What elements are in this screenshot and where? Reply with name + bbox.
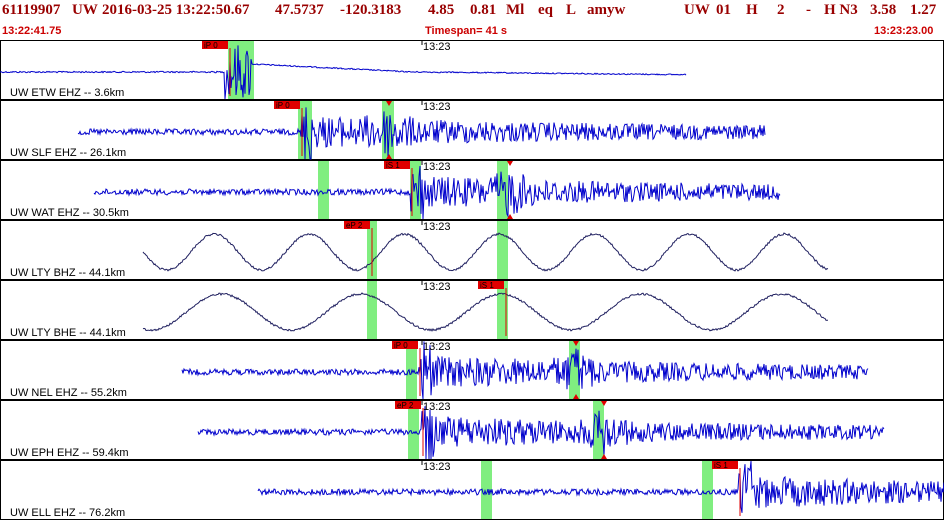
event-magnitude: 0.81	[470, 2, 497, 18]
station-label: UW EPH EHZ -- 59.4km	[10, 447, 129, 459]
time-tick-label: 13:23	[423, 401, 451, 413]
station-label: UW LTY BHE -- 44.1km	[10, 327, 126, 339]
event-network: UW	[72, 2, 98, 18]
station-label: UW ETW EHZ -- 3.6km	[10, 87, 124, 99]
start-time: 13:22:41.75	[2, 25, 62, 37]
time-tick-label: 13:23	[423, 341, 451, 353]
event-flag: L	[566, 2, 577, 18]
pick-marker-top[interactable]	[386, 101, 392, 106]
time-tick-label: 13:23	[423, 101, 451, 113]
event-hn3: H N3	[824, 2, 858, 18]
time-tick-label: 13:23	[423, 41, 451, 53]
pick-label: eP 2	[346, 221, 363, 230]
pick-window	[569, 340, 580, 400]
pick-label: iS 1	[714, 461, 728, 470]
event-lat: 47.5737	[275, 2, 324, 18]
seismogram-panels: iP 0 13:23 UW ETW EHZ -- 3.6km iP 0 13:23 UW …	[0, 40, 944, 520]
pick-window	[497, 280, 508, 340]
time-tick-label: 13:23	[423, 461, 451, 473]
event-type: eq	[538, 2, 553, 18]
seismogram-panel[interactable]: eP 2 13:23 UW EPH EHZ -- 59.4km	[0, 400, 944, 460]
pick-label-bg[interactable]	[344, 221, 370, 229]
pick-label: iS 1	[386, 161, 400, 170]
pick-window	[481, 460, 492, 520]
event-author: amyw	[587, 2, 626, 18]
pick-label-bg[interactable]	[392, 341, 418, 349]
event-dash: -	[806, 2, 811, 18]
seismogram-canvas[interactable]: iP 0 13:23 UW ETW EHZ -- 3.6km iP 0 13:23 UW …	[0, 40, 944, 520]
seismogram-panel[interactable]: iP 0 13:23 UW SLF EHZ -- 26.1km	[0, 100, 944, 160]
seismogram-panel[interactable]: iS 1 13:23 UW LTY BHE -- 44.1km	[0, 280, 944, 340]
panel-border	[0, 220, 944, 280]
seismogram-panel[interactable]: iP 0 13:23 UW ETW EHZ -- 3.6km	[0, 40, 944, 100]
panel-border	[0, 280, 944, 340]
event-h: H	[746, 2, 758, 18]
event-datetime: 2016-03-25 13:22:50.67	[102, 2, 250, 18]
event-v2: 1.27	[910, 2, 937, 18]
pick-marker-top[interactable]	[573, 341, 579, 346]
waveform-trace	[142, 232, 829, 272]
station-label: UW LTY BHZ -- 44.1km	[10, 267, 125, 279]
timespan: Timespan= 41 s	[425, 25, 508, 37]
waveform-trace	[93, 165, 781, 220]
pick-marker-bottom[interactable]	[573, 394, 579, 399]
panel-border	[0, 400, 944, 460]
event-net2: UW	[684, 2, 710, 18]
pick-window	[410, 160, 421, 220]
time-tick-label: 13:23	[423, 161, 451, 173]
seismogram-panel[interactable]: iS 1 13:23 UW WAT EHZ -- 30.5km	[0, 160, 944, 220]
pick-window	[497, 220, 508, 280]
pick-window	[367, 280, 377, 340]
panel-border	[0, 100, 944, 160]
waveform-trace	[181, 341, 869, 400]
event-id: 61119907	[2, 2, 61, 18]
pick-label-bg[interactable]	[202, 41, 228, 49]
station-label: UW SLF EHZ -- 26.1km	[10, 147, 126, 159]
waveform-trace	[0, 45, 687, 100]
pick-label: iS 1	[480, 281, 494, 290]
pick-window	[702, 460, 713, 520]
pick-label: iP 0	[204, 41, 218, 50]
pick-marker-top[interactable]	[601, 401, 607, 406]
event-header: 61119907 UW 2016-03-25 13:22:50.67 47.57…	[0, 0, 944, 24]
pick-label-bg[interactable]	[395, 401, 421, 409]
seismogram-panel[interactable]: iP 0 13:23 UW NEL EHZ -- 55.2km	[0, 340, 944, 400]
event-num: 2	[777, 2, 785, 18]
waveform-trace	[197, 406, 885, 460]
pick-label-bg[interactable]	[712, 461, 738, 469]
station-label: UW NEL EHZ -- 55.2km	[10, 387, 127, 399]
waveform-trace	[142, 292, 829, 332]
pick-label: eP 2	[397, 401, 414, 410]
pick-label: iP 0	[276, 101, 290, 110]
event-mag-type: Ml	[506, 2, 525, 18]
time-tick-label: 13:23	[423, 221, 451, 233]
pick-marker-bottom[interactable]	[386, 154, 392, 159]
pick-marker-bottom[interactable]	[507, 214, 513, 219]
time-tick-label: 13:23	[423, 281, 451, 293]
pick-window	[318, 160, 329, 220]
time-axis-header: 13:22:41.75 Timespan= 41 s 13:23:23.00	[0, 25, 944, 39]
pick-window	[408, 400, 419, 460]
event-v1: 3.58	[870, 2, 897, 18]
seismogram-panel[interactable]: eP 2 13:23 UW LTY BHZ -- 44.1km	[0, 220, 944, 280]
station-label: UW WAT EHZ -- 30.5km	[10, 207, 129, 219]
end-time: 13:23:23.00	[874, 25, 934, 37]
station-label: UW ELL EHZ -- 76.2km	[10, 507, 125, 519]
seismogram-panel[interactable]: iS 1 13:23 UW ELL EHZ -- 76.2km	[0, 460, 944, 520]
waveform-trace	[257, 460, 944, 513]
pick-marker-bottom[interactable]	[601, 454, 607, 459]
waveform-trace	[77, 107, 766, 160]
pick-label-bg[interactable]	[384, 161, 410, 169]
pick-label-bg[interactable]	[478, 281, 504, 289]
pick-label-bg[interactable]	[274, 101, 300, 109]
panel-border	[0, 160, 944, 220]
event-version: 01	[716, 2, 731, 18]
pick-marker-top[interactable]	[507, 161, 513, 166]
panel-border	[0, 40, 944, 100]
event-depth: 4.85	[428, 2, 455, 18]
event-lon: -120.3183	[340, 2, 402, 18]
pick-label: iP 0	[394, 341, 408, 350]
